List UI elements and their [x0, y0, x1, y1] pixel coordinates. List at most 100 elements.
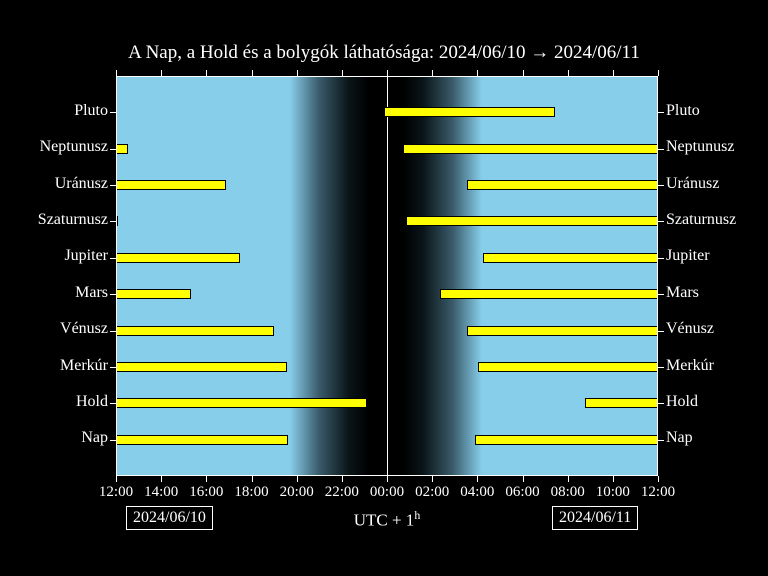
chart-title: A Nap, a Hold és a bolygók láthatósága: …	[0, 42, 768, 64]
x-tick	[477, 70, 478, 76]
x-tick-label: 02:00	[410, 484, 454, 501]
y-label-right: Szaturnusz	[666, 211, 736, 229]
x-tick-label: 04:00	[455, 484, 499, 501]
y-label-right: Hold	[666, 393, 698, 411]
y-label-left: Neptunusz	[40, 138, 108, 156]
y-tick	[658, 149, 664, 150]
y-label-left: Vénusz	[60, 320, 108, 338]
y-label-right: Jupiter	[666, 247, 710, 265]
x-tick-label: 18:00	[230, 484, 274, 501]
visibility-bar	[116, 326, 274, 336]
x-tick-label: 16:00	[184, 484, 228, 501]
y-tick	[658, 185, 664, 186]
axis-right	[657, 76, 658, 476]
x-tick	[658, 476, 659, 482]
y-label-left: Merkúr	[60, 357, 108, 375]
y-tick	[658, 367, 664, 368]
visibility-bar	[116, 253, 240, 263]
y-label-left: Pluto	[74, 102, 108, 120]
y-label-left: Uránusz	[55, 175, 108, 193]
y-label-right: Nap	[666, 429, 693, 447]
visibility-bar	[116, 362, 287, 372]
visibility-bar	[116, 144, 128, 154]
x-tick-label: 00:00	[365, 484, 409, 501]
date-box-left: 2024/06/10	[126, 506, 213, 530]
axis-top	[116, 76, 658, 77]
x-tick	[206, 476, 207, 482]
y-tick	[110, 367, 116, 368]
y-label-left: Mars	[75, 284, 108, 302]
y-tick	[658, 258, 664, 259]
x-tick	[116, 476, 117, 482]
y-label-right: Pluto	[666, 102, 700, 120]
y-tick	[110, 221, 116, 222]
x-tick	[523, 476, 524, 482]
y-tick	[110, 149, 116, 150]
x-tick	[342, 476, 343, 482]
bars-layer	[116, 76, 658, 476]
visibility-bar	[483, 253, 658, 263]
y-tick	[110, 185, 116, 186]
visibility-bar	[467, 326, 658, 336]
y-label-right: Neptunusz	[666, 138, 734, 156]
x-tick	[161, 476, 162, 482]
x-tick	[568, 70, 569, 76]
y-tick	[110, 403, 116, 404]
x-tick	[568, 476, 569, 482]
y-tick	[110, 112, 116, 113]
x-tick-label: 14:00	[139, 484, 183, 501]
visibility-bar	[403, 144, 658, 154]
x-tick	[116, 70, 117, 76]
x-tick	[161, 70, 162, 76]
y-tick	[110, 440, 116, 441]
x-tick	[523, 70, 524, 76]
date-box-right: 2024/06/11	[552, 506, 638, 530]
x-tick-label: 22:00	[320, 484, 364, 501]
y-label-left: Jupiter	[64, 247, 108, 265]
y-label-right: Merkúr	[666, 357, 714, 375]
x-tick-label: 06:00	[501, 484, 545, 501]
y-label-left: Szaturnusz	[38, 211, 108, 229]
visibility-bar	[384, 107, 556, 117]
y-label-right: Uránusz	[666, 175, 719, 193]
visibility-bar	[440, 289, 658, 299]
axis-left	[116, 76, 117, 476]
y-tick	[658, 440, 664, 441]
visibility-bar	[475, 435, 658, 445]
y-label-left: Hold	[76, 393, 108, 411]
x-tick	[477, 476, 478, 482]
x-tick	[252, 70, 253, 76]
y-tick	[658, 403, 664, 404]
x-tick-label: 12:00	[94, 484, 138, 501]
x-tick	[432, 70, 433, 76]
x-tick	[387, 476, 388, 482]
visibility-bar	[467, 180, 658, 190]
x-tick	[297, 70, 298, 76]
y-tick	[658, 112, 664, 113]
visibility-bar	[116, 435, 288, 445]
x-tick	[613, 476, 614, 482]
x-tick	[613, 70, 614, 76]
visibility-bar	[585, 398, 658, 408]
x-tick	[432, 476, 433, 482]
x-tick	[658, 70, 659, 76]
y-label-left: Nap	[81, 429, 108, 447]
x-tick	[206, 70, 207, 76]
visibility-bar	[116, 289, 191, 299]
page-root: A Nap, a Hold és a bolygók láthatósága: …	[0, 0, 768, 576]
x-tick-label: 20:00	[275, 484, 319, 501]
x-tick-label: 08:00	[546, 484, 590, 501]
x-tick	[297, 476, 298, 482]
y-tick	[658, 331, 664, 332]
y-tick	[658, 221, 664, 222]
timezone-label: UTC + 1h	[342, 508, 432, 531]
visibility-bar	[116, 180, 226, 190]
x-tick-label: 10:00	[591, 484, 635, 501]
x-tick	[252, 476, 253, 482]
x-tick-label: 12:00	[636, 484, 680, 501]
x-tick	[387, 70, 388, 76]
y-tick	[110, 331, 116, 332]
y-label-right: Mars	[666, 284, 699, 302]
visibility-bar	[406, 216, 658, 226]
y-tick	[110, 258, 116, 259]
